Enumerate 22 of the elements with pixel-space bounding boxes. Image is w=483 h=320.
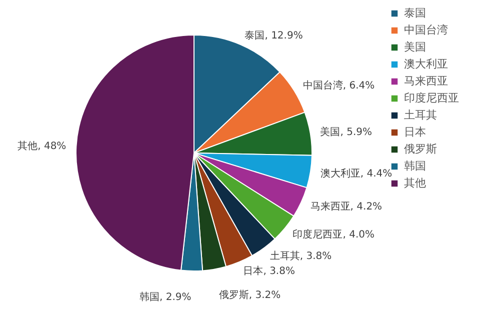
legend-label: 韩国 (404, 160, 426, 172)
legend-label: 澳大利亚 (404, 58, 448, 70)
data-label: 土耳其, 3.8% (270, 250, 332, 262)
legend-label: 马来西亚 (404, 74, 448, 88)
data-label: 中国台湾, 6.4% (302, 80, 375, 92)
legend-label: 美国 (404, 40, 426, 54)
legend-label: 土耳其 (404, 108, 437, 122)
data-label: 俄罗斯, 3.2% (218, 288, 281, 301)
data-label: 马来西亚, 4.2% (310, 200, 382, 212)
data-label: 韩国, 2.9% (140, 290, 192, 303)
data-label: 泰国, 12.9% (244, 30, 303, 42)
data-label: 印度尼西亚, 4.0% (292, 228, 374, 240)
legend-label: 其他 (404, 176, 426, 190)
legend-label: 俄罗斯 (404, 142, 437, 156)
data-label: 澳大利亚, 4.4% (320, 167, 392, 180)
data-label: 其他, 48% (18, 140, 66, 152)
data-label: 日本, 3.8% (243, 265, 295, 278)
legend-label: 日本 (404, 126, 426, 138)
legend-label: 中国台湾 (404, 24, 448, 36)
legend-label: 印度尼西亚 (404, 92, 459, 104)
data-label: 美国, 5.9% (320, 126, 372, 138)
legend-label: 泰国 (404, 6, 426, 20)
